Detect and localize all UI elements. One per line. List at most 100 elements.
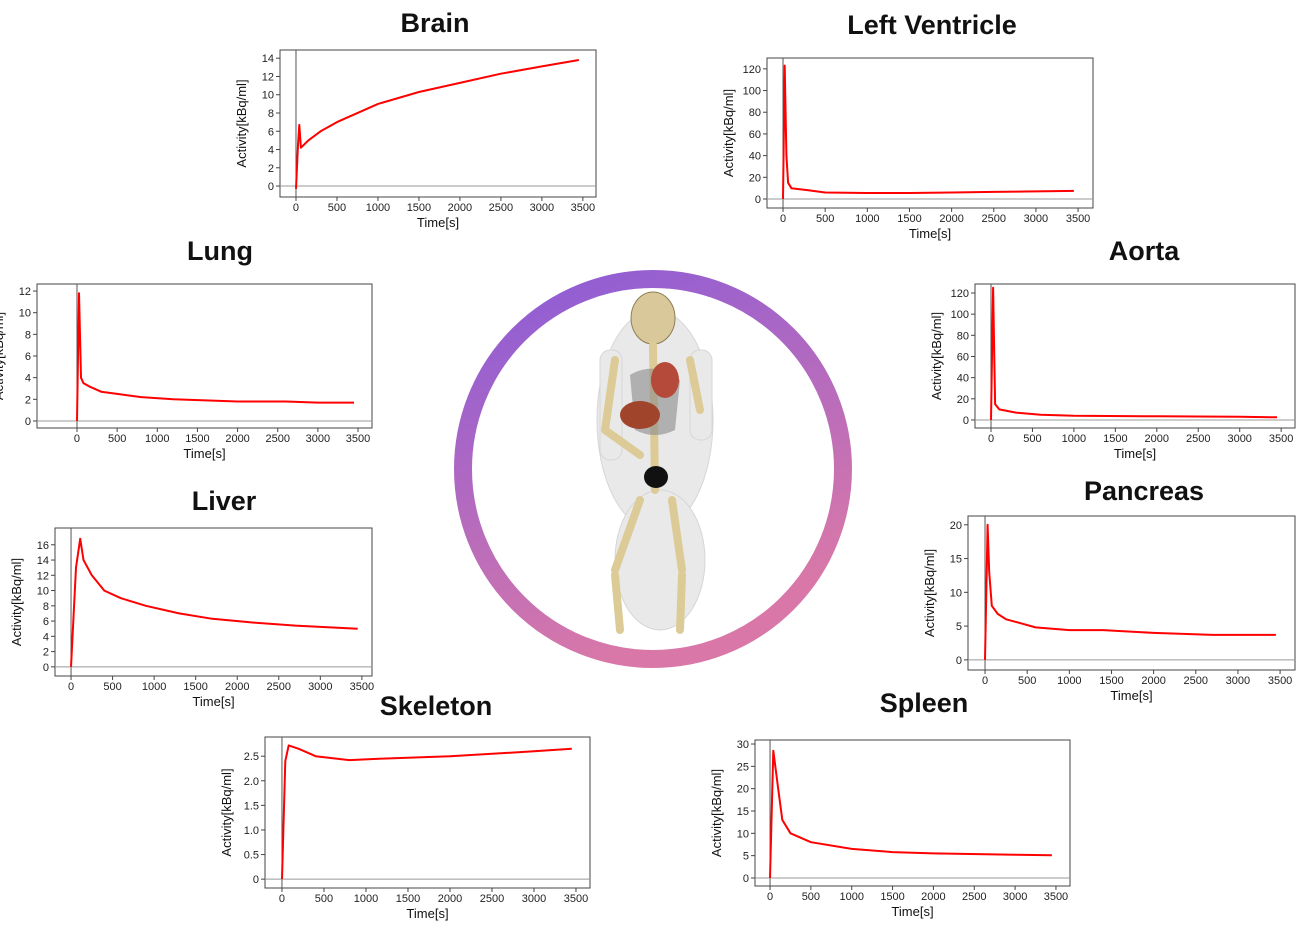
chart-title: Aorta (1109, 236, 1180, 266)
plot-frame (968, 516, 1295, 670)
y-tick-label: 20 (957, 394, 969, 406)
x-tick-label: 2000 (225, 681, 249, 693)
y-tick-label: 6 (43, 616, 49, 628)
y-tick-label: 10 (737, 828, 749, 840)
x-tick-label: 1500 (396, 893, 420, 905)
x-tick-label: 3000 (530, 202, 554, 214)
x-tick-label: 500 (328, 202, 346, 214)
y-tick-label: 25 (737, 761, 749, 773)
y-tick-label: 60 (957, 351, 969, 363)
x-tick-label: 1000 (1062, 433, 1086, 445)
x-tick-label: 3500 (350, 681, 374, 693)
x-tick-label: 3000 (1226, 675, 1250, 687)
y-tick-label: 0 (755, 194, 761, 206)
x-tick-label: 1000 (839, 891, 863, 903)
figure: Brain05001000150020002500300035000246810… (0, 0, 1301, 921)
y-tick-label: 14 (37, 555, 49, 567)
y-tick-label: 8 (268, 108, 274, 120)
y-tick-label: 0 (743, 873, 749, 885)
y-tick-label: 2 (43, 647, 49, 659)
x-tick-label: 2000 (438, 893, 462, 905)
x-tick-label: 3500 (1044, 891, 1068, 903)
y-tick-label: 16 (37, 540, 49, 552)
x-tick-label: 0 (74, 433, 80, 445)
plot-frame (975, 284, 1295, 428)
y-tick-label: 0 (25, 416, 31, 428)
data-line (985, 525, 1276, 660)
x-tick-label: 1500 (1103, 433, 1127, 445)
data-line (783, 66, 1074, 199)
y-tick-label: 14 (262, 53, 274, 65)
x-tick-label: 3500 (564, 893, 588, 905)
x-tick-label: 500 (816, 213, 834, 225)
center-illustration (463, 279, 843, 659)
x-tick-label: 500 (802, 891, 820, 903)
x-tick-label: 1500 (407, 202, 431, 214)
y-tick-label: 0 (963, 415, 969, 427)
plot-frame (280, 50, 596, 197)
x-tick-label: 3500 (1268, 675, 1292, 687)
x-axis-label: Time[s] (891, 904, 933, 919)
y-tick-label: 80 (957, 330, 969, 342)
y-tick-label: 1.0 (244, 825, 259, 837)
x-axis-label: Time[s] (1114, 446, 1156, 461)
x-tick-label: 1000 (855, 213, 879, 225)
x-tick-label: 1000 (1057, 675, 1081, 687)
y-tick-label: 120 (951, 288, 969, 300)
y-tick-label: 0 (956, 655, 962, 667)
data-line (296, 60, 579, 189)
chart-title: Spleen (880, 688, 969, 718)
data-line (282, 745, 572, 879)
x-tick-label: 3000 (522, 893, 546, 905)
x-tick-label: 2500 (480, 893, 504, 905)
x-tick-label: 3000 (1003, 891, 1027, 903)
y-tick-label: 12 (262, 71, 274, 83)
plot-frame (55, 528, 372, 676)
x-tick-label: 1500 (185, 433, 209, 445)
data-line (991, 288, 1277, 420)
y-axis-label: Activity[kBq/ml] (709, 769, 724, 857)
y-axis-label: Activity[kBq/ml] (9, 558, 24, 646)
y-axis-label: Activity[kBq/ml] (922, 549, 937, 637)
x-tick-label: 2500 (267, 681, 291, 693)
x-tick-label: 500 (1023, 433, 1041, 445)
y-tick-label: 6 (25, 351, 31, 363)
plot-frame (265, 737, 590, 888)
x-tick-label: 3000 (306, 433, 330, 445)
chart-title: Left Ventricle (847, 10, 1017, 40)
y-tick-label: 120 (743, 64, 761, 76)
x-tick-label: 1000 (145, 433, 169, 445)
x-tick-label: 2500 (265, 433, 289, 445)
y-tick-label: 2.0 (244, 776, 259, 788)
y-tick-label: 2 (25, 394, 31, 406)
y-tick-label: 12 (19, 286, 31, 298)
x-tick-label: 2500 (1184, 675, 1208, 687)
x-axis-label: Time[s] (406, 906, 448, 921)
chart-title: Skeleton (380, 691, 493, 721)
y-tick-label: 2 (268, 163, 274, 175)
y-tick-label: 10 (950, 587, 962, 599)
x-axis-label: Time[s] (192, 694, 234, 709)
y-axis-label: Activity[kBq/ml] (721, 89, 736, 177)
y-tick-label: 12 (37, 570, 49, 582)
x-tick-label: 1000 (354, 893, 378, 905)
x-tick-label: 2500 (962, 891, 986, 903)
x-tick-label: 0 (767, 891, 773, 903)
data-line (770, 751, 1052, 878)
x-axis-label: Time[s] (183, 446, 225, 461)
data-line (77, 293, 354, 421)
x-tick-label: 0 (982, 675, 988, 687)
y-tick-label: 10 (37, 586, 49, 598)
x-tick-label: 500 (1018, 675, 1036, 687)
x-tick-label: 2000 (448, 202, 472, 214)
x-axis-label: Time[s] (417, 215, 459, 230)
plot-frame (767, 58, 1093, 208)
x-tick-label: 0 (279, 893, 285, 905)
y-tick-label: 100 (951, 309, 969, 321)
plot-frame (755, 740, 1070, 886)
x-tick-label: 3500 (1269, 433, 1293, 445)
y-tick-label: 30 (737, 739, 749, 751)
x-axis-label: Time[s] (1110, 688, 1152, 703)
data-line (71, 539, 358, 667)
chart-title: Brain (400, 8, 469, 38)
